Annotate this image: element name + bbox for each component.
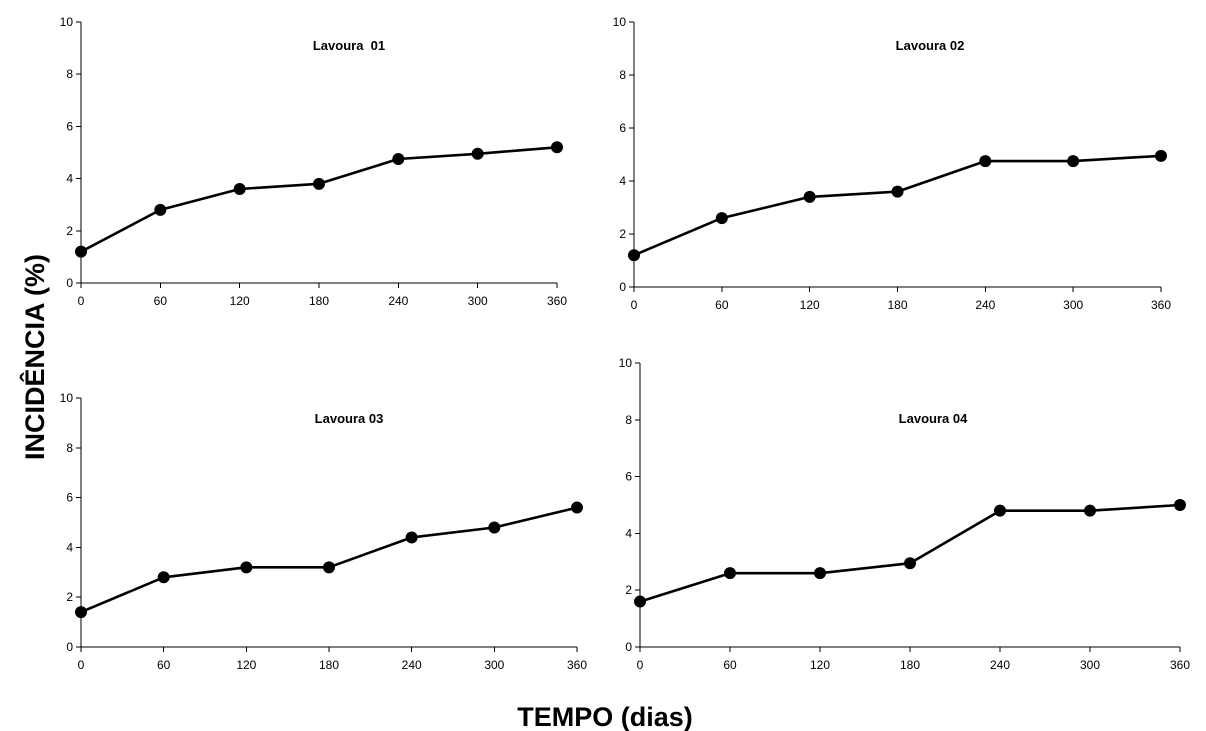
x-tick-label: 0 <box>78 658 85 672</box>
data-point <box>392 153 405 166</box>
panel-title: Lavoura 01 <box>313 38 385 53</box>
x-tick-label: 120 <box>810 658 830 672</box>
x-tick-label: 60 <box>715 298 729 312</box>
y-tick-label: 10 <box>60 391 74 405</box>
series-line <box>633 154 1162 257</box>
data-point <box>157 571 170 584</box>
y-tick-label: 8 <box>625 413 632 427</box>
series-line <box>80 146 558 253</box>
data-point <box>994 504 1006 517</box>
y-tick-label: 4 <box>619 174 626 188</box>
y-tick-label: 8 <box>619 68 626 82</box>
x-tick-label: 240 <box>402 658 422 672</box>
x-tick-label: 240 <box>975 298 995 312</box>
y-tick-label: 4 <box>66 540 73 554</box>
data-point <box>628 249 640 262</box>
data-point <box>75 606 87 619</box>
y-tick-label: 0 <box>66 276 73 290</box>
data-point <box>1155 149 1167 162</box>
y-tick-label: 0 <box>66 640 73 654</box>
x-tick-label: 120 <box>230 294 250 308</box>
data-point <box>715 212 728 225</box>
y-tick-label: 10 <box>619 356 633 370</box>
data-point <box>979 155 992 168</box>
data-point <box>405 531 418 544</box>
panel-3: 0 2 4 6 8 10 0 60 120 180 240 300 360 Lavoura 03 <box>60 391 588 672</box>
panel-2: 0 2 4 6 8 10 0 60 120 180 240 300 360 Lavoura 02 <box>613 15 1172 312</box>
x-tick-label: 300 <box>1080 658 1100 672</box>
x-tick-label: 120 <box>236 658 256 672</box>
x-tick-label: 180 <box>887 298 907 312</box>
data-point <box>471 147 484 160</box>
y-tick-label: 10 <box>60 15 74 29</box>
y-tick-label: 2 <box>619 227 626 241</box>
x-tick-label: 180 <box>309 294 329 308</box>
x-tick-label: 60 <box>723 658 737 672</box>
y-tick-label: 6 <box>619 121 626 135</box>
series-line <box>80 506 578 614</box>
panel-4: 0 2 4 6 8 10 0 60 120 180 240 300 360 Lavoura 04 <box>619 356 1191 672</box>
x-tick-label: 60 <box>157 658 171 672</box>
x-tick-label: 300 <box>1063 298 1083 312</box>
data-point <box>814 567 826 580</box>
x-tick-label: 360 <box>1170 658 1190 672</box>
x-axis-title: TEMPO (dias) <box>517 702 693 731</box>
data-point <box>724 567 736 580</box>
x-tick-label: 360 <box>547 294 567 308</box>
x-tick-label: 0 <box>78 294 85 308</box>
data-point <box>154 203 167 216</box>
x-tick-label: 180 <box>900 658 920 672</box>
y-axis-title: INCIDÊNCIA (%) <box>19 254 50 460</box>
x-tick-label: 120 <box>800 298 820 312</box>
y-tick-label: 6 <box>66 119 73 133</box>
x-tick-label: 0 <box>631 298 638 312</box>
panel-title: Lavoura 02 <box>896 38 965 53</box>
y-tick-label: 6 <box>625 470 632 484</box>
panel-title: Lavoura 03 <box>315 411 384 426</box>
x-tick-label: 60 <box>154 294 168 308</box>
data-point <box>1174 499 1186 511</box>
data-point <box>313 177 325 190</box>
data-point <box>488 521 501 534</box>
data-point <box>571 501 583 514</box>
y-tick-label: 8 <box>66 67 73 81</box>
y-tick-label: 4 <box>625 526 632 540</box>
x-tick-label: 300 <box>484 658 504 672</box>
y-tick-label: 6 <box>66 491 73 505</box>
y-tick-label: 8 <box>66 441 73 455</box>
y-tick-label: 4 <box>66 172 73 186</box>
data-point <box>551 141 563 154</box>
y-tick-label: 0 <box>619 280 626 294</box>
data-point <box>240 561 253 574</box>
x-tick-label: 240 <box>388 294 408 308</box>
data-point <box>233 183 246 196</box>
data-point <box>75 245 87 258</box>
x-tick-label: 240 <box>990 658 1010 672</box>
data-point <box>803 190 816 203</box>
panel-1: 0 2 4 6 8 10 0 60 120 180 240 300 360 Lavoura 01 <box>60 15 568 308</box>
panel-title: Lavoura 04 <box>899 411 968 426</box>
data-point <box>1067 155 1080 168</box>
data-point <box>1084 504 1096 517</box>
x-tick-label: 360 <box>1151 298 1171 312</box>
x-tick-label: 300 <box>468 294 488 308</box>
data-point <box>634 595 646 608</box>
y-tick-label: 10 <box>613 15 627 29</box>
x-tick-label: 360 <box>567 658 587 672</box>
y-tick-label: 2 <box>625 583 632 597</box>
y-tick-label: 2 <box>66 590 73 604</box>
x-tick-label: 0 <box>637 658 644 672</box>
y-tick-label: 0 <box>625 640 632 654</box>
data-point <box>891 185 904 198</box>
data-point <box>323 561 335 574</box>
y-tick-label: 2 <box>66 224 73 238</box>
x-tick-label: 180 <box>319 658 339 672</box>
data-point <box>904 557 916 570</box>
series-line <box>639 503 1181 603</box>
